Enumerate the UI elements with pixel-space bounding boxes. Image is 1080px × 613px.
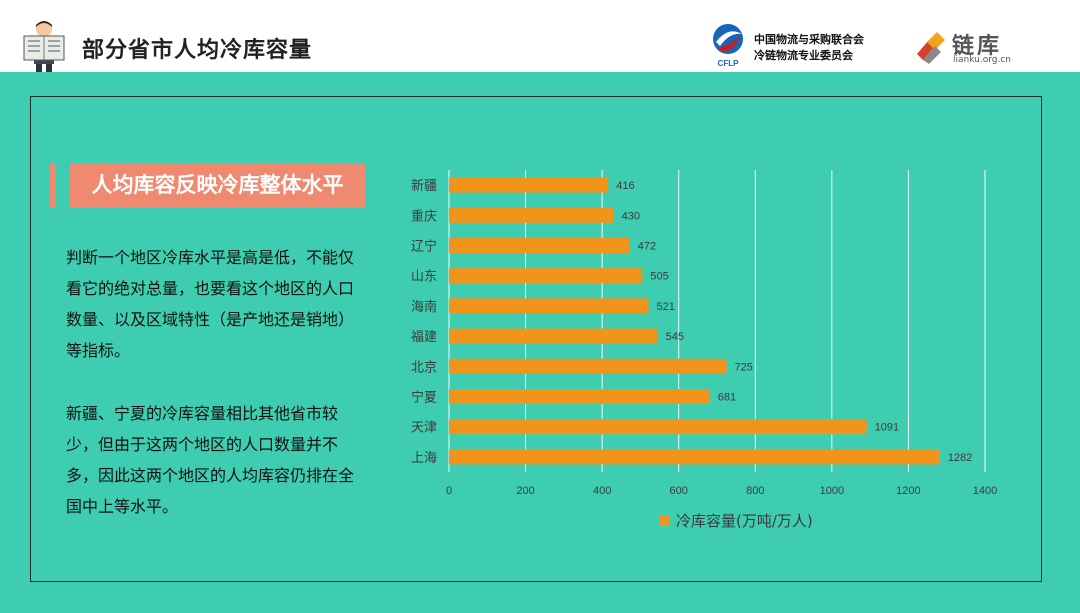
brand-name: 链库 — [952, 34, 1003, 59]
bar — [449, 449, 940, 465]
data-label: 416 — [616, 180, 634, 192]
data-label: 521 — [656, 301, 674, 313]
bar — [449, 177, 609, 193]
x-tick-label: 600 — [670, 485, 688, 497]
bar-chart: 新疆 416 重庆 430 辽宁 472 山东 505 海南 521 福建 545 北京 725 宁夏 681… — [411, 170, 997, 530]
data-label: 1091 — [875, 422, 899, 434]
data-label: 430 — [622, 210, 640, 222]
x-tick-label: 0 — [446, 485, 452, 497]
cflp-abbr: CFLP — [718, 59, 740, 68]
paragraph-1: 判断一个地区冷库水平是高是低，不能仅看它的绝对总量，也要看这个地区的人口数量、以… — [66, 248, 355, 360]
paragraph-2: 新疆、宁夏的冷库容量相比其他省市较少，但由于这两个地区的人口数量并不多，因此这两… — [66, 404, 355, 516]
bar — [449, 207, 614, 223]
bar — [449, 389, 710, 404]
x-tick-label: 400 — [593, 485, 611, 497]
data-label: 545 — [666, 331, 684, 343]
legend-label: 冷库容量(万吨/万人) — [676, 512, 813, 530]
newspaper-reader-icon — [23, 21, 65, 72]
category-label: 辽宁 — [411, 239, 437, 255]
header-divider — [0, 72, 1080, 78]
category-label: 上海 — [411, 451, 437, 466]
category-label: 天津 — [411, 421, 437, 436]
bar — [449, 328, 658, 344]
x-tick-label: 1400 — [973, 485, 997, 497]
category-label: 海南 — [411, 299, 437, 315]
legend-swatch — [659, 516, 669, 526]
lianku-logo-icon — [917, 32, 945, 64]
content-frame — [30, 96, 1042, 582]
data-label: 681 — [718, 392, 736, 404]
x-tick-label: 200 — [516, 485, 534, 497]
data-label: 472 — [638, 241, 656, 253]
x-tick-label: 1000 — [820, 485, 844, 497]
category-label: 北京 — [411, 360, 437, 375]
category-label: 福建 — [411, 330, 437, 345]
data-label: 505 — [650, 271, 668, 283]
data-label: 725 — [735, 361, 753, 373]
org-line-1: 中国物流与采购联合会 — [754, 33, 864, 46]
cflp-logo-icon: CFLP — [713, 24, 743, 68]
category-label: 山东 — [411, 270, 437, 285]
bar — [449, 298, 649, 314]
header-bar: 部分省市人均冷库容量 CFLP 中国物流与采购联合会 冷链物流专业委员会 链库 … — [0, 0, 1080, 78]
subtitle-accent — [50, 163, 56, 208]
bar — [449, 238, 630, 253]
x-tick-label: 800 — [746, 485, 764, 497]
bar — [449, 419, 867, 435]
organization-name: 中国物流与采购联合会 冷链物流专业委员会 — [754, 32, 864, 64]
org-line-2: 冷链物流专业委员会 — [754, 49, 853, 62]
category-label: 重庆 — [411, 208, 437, 224]
subtitle: 人均库容反映冷库整体水平 — [91, 173, 344, 197]
bar — [449, 358, 727, 374]
brand-url: lianku.org.cn — [953, 55, 1011, 65]
category-label: 新疆 — [411, 178, 437, 194]
data-label: 1282 — [948, 452, 972, 464]
x-tick-label: 1200 — [896, 485, 920, 497]
page-title: 部分省市人均冷库容量 — [82, 38, 313, 63]
subtitle-box: 人均库容反映冷库整体水平 — [70, 163, 365, 208]
bar — [449, 268, 643, 284]
category-label: 宁夏 — [411, 390, 437, 406]
